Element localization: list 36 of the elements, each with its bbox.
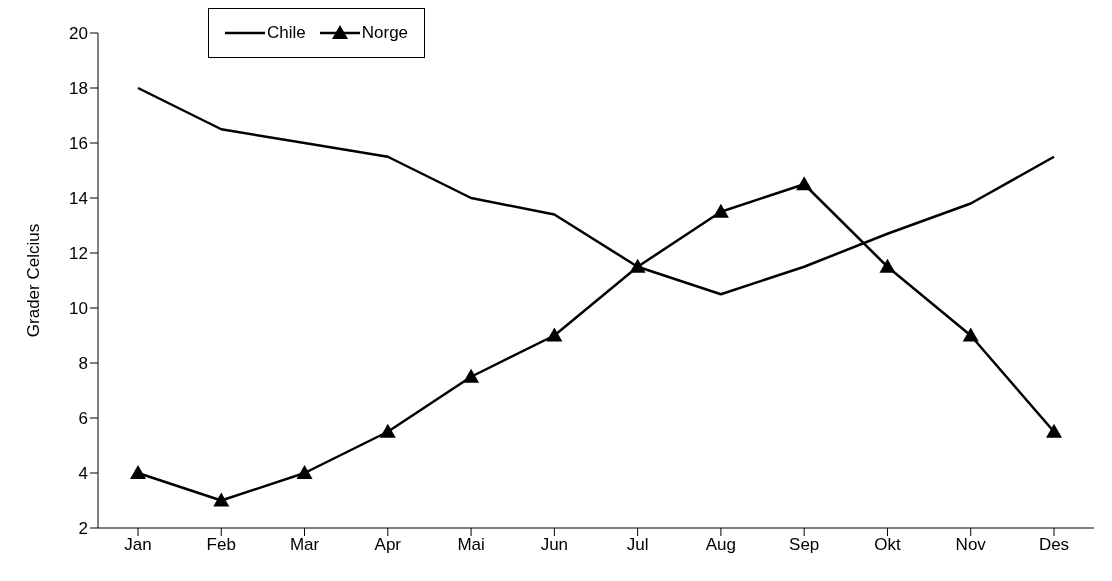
x-tick-label: Aug: [705, 535, 737, 555]
point: [130, 465, 146, 479]
legend-label: Chile: [267, 23, 306, 43]
point: [546, 327, 563, 342]
x-tick-label: Feb: [206, 535, 236, 555]
x-tick-label: Jan: [124, 535, 152, 555]
x-tick-label: Sep: [789, 535, 820, 555]
y-tick-label: 4: [78, 464, 88, 484]
x-tick-label: Des: [1038, 535, 1070, 555]
y-tick-label: 12: [69, 244, 88, 264]
point: [879, 258, 896, 273]
x-tick-label: Apr: [374, 535, 402, 555]
y-tick-label: 14: [69, 189, 88, 209]
point: [379, 423, 396, 438]
x-tick-label: Jun: [540, 535, 569, 555]
y-tick-label: 2: [78, 519, 88, 539]
legend-label: Norge: [361, 23, 409, 43]
x-tick-label: Nov: [955, 535, 987, 555]
point: [962, 327, 979, 342]
y-axis-title: Grader Celcius: [24, 223, 44, 338]
x-tick-label: Jul: [626, 535, 649, 555]
x-tick-label: Okt: [874, 535, 901, 555]
y-tick-label: 6: [78, 409, 88, 429]
y-tick-label: 10: [69, 299, 88, 319]
point: [213, 492, 230, 507]
point: [296, 465, 313, 479]
point: [712, 203, 729, 218]
point: [796, 176, 813, 191]
y-tick-label: 16: [69, 134, 88, 154]
y-tick-label: 8: [78, 354, 88, 374]
x-tick-label: Mar: [289, 535, 320, 555]
y-tick-label: 18: [69, 79, 88, 99]
x-tick-label: Mai: [457, 535, 485, 555]
point: [1046, 423, 1062, 438]
y-tick-label: 20: [69, 24, 88, 44]
point: [463, 368, 480, 383]
